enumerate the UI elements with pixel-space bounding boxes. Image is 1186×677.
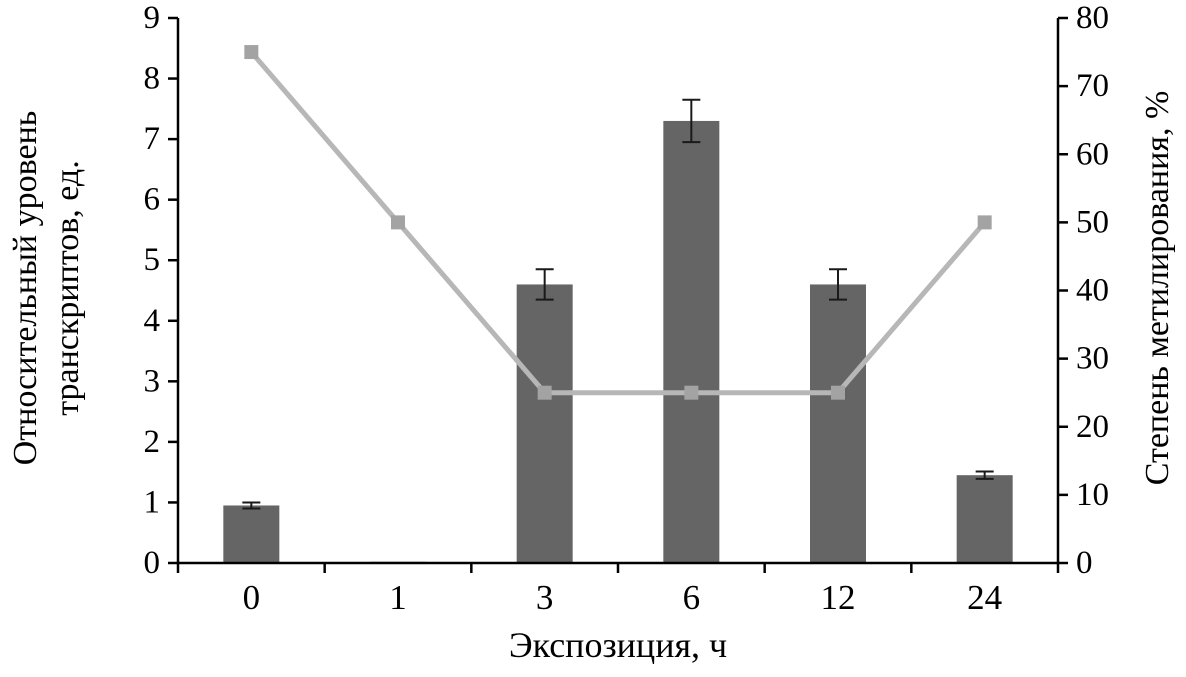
bar [516,284,573,563]
bar [956,475,1013,563]
x-axis-tick-label: 3 [536,578,554,617]
left-axis-tick-label: 9 [144,0,161,36]
right-axis-tick-label: 0 [1076,545,1093,581]
right-axis-tick-label: 80 [1076,0,1109,36]
left-axis-tick-label: 5 [144,242,161,278]
bar [223,505,280,563]
left-axis-tick-label: 8 [144,61,161,97]
bar [663,120,720,563]
right-axis-title: Степень метилирования, % [1139,90,1176,486]
x-axis-tick-label: 12 [821,578,856,617]
bar [810,284,866,563]
square-marker [831,385,845,400]
square-marker [684,385,699,400]
left-axis-tick-label: 4 [144,303,161,339]
right-axis-tick-label: 60 [1076,136,1109,172]
x-axis-tick-label: 24 [967,578,1002,617]
square-marker [244,45,259,60]
x-axis-tick-label: 6 [683,578,701,617]
square-marker [537,385,552,400]
left-axis-title-line1: Относительный уровень [7,110,44,466]
x-axis-tick-label: 1 [389,578,407,617]
x-axis-title: Экспозиция, ч [508,625,728,665]
left-axis-tick-label: 3 [144,363,161,399]
left-axis-tick-label: 1 [144,484,161,520]
right-axis-tick-label: 40 [1076,273,1109,309]
right-axis-tick-label: 70 [1076,68,1109,104]
left-axis-title-line2: транскриптов, ед. [49,160,86,416]
right-axis-tick-label: 50 [1076,204,1109,240]
methylation-line [249,50,987,396]
right-axis-tick-label: 10 [1076,477,1109,513]
right-axis-tick-label: 30 [1076,341,1109,377]
left-axis-tick-label: 0 [144,545,161,581]
x-axis-tick-label: 0 [243,578,261,617]
square-marker [977,215,992,230]
left-axis-tick-label: 6 [144,182,161,218]
right-axis-tick-label: 20 [1076,409,1109,445]
square-marker [391,215,405,230]
left-axis-tick-label: 2 [144,424,161,460]
left-axis-tick-label: 7 [144,121,161,157]
